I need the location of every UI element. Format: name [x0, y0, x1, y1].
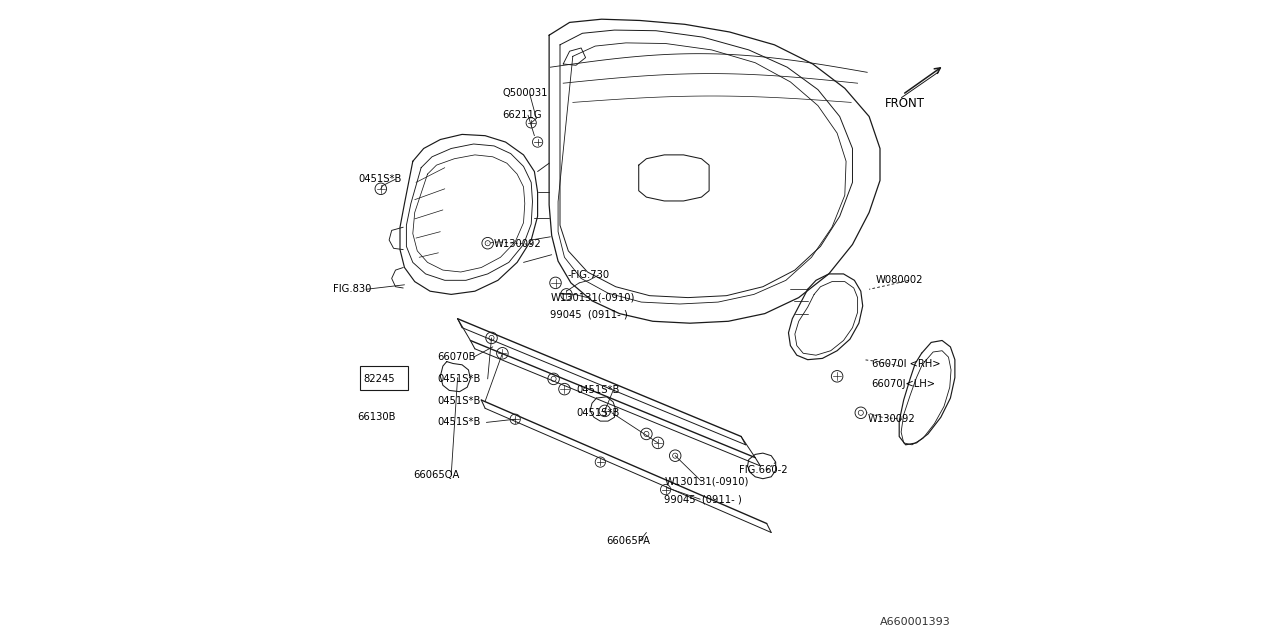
Text: 0451S*B: 0451S*B — [438, 417, 480, 428]
Text: 66065PA: 66065PA — [607, 536, 650, 546]
Text: W130092: W130092 — [868, 414, 915, 424]
Text: 99045  (0911- ): 99045 (0911- ) — [664, 494, 742, 504]
Text: A660001393: A660001393 — [879, 617, 950, 627]
Text: FIG.830: FIG.830 — [333, 284, 371, 294]
Text: 66211G: 66211G — [502, 110, 541, 120]
Text: 66130B: 66130B — [357, 412, 396, 422]
Text: FIG.660-2: FIG.660-2 — [740, 465, 787, 476]
Text: FRONT: FRONT — [884, 97, 924, 110]
Text: 82245: 82245 — [364, 374, 396, 384]
Text: 99045  (0911- ): 99045 (0911- ) — [550, 310, 628, 320]
Text: 66070J<LH>: 66070J<LH> — [872, 379, 936, 389]
Bar — [360, 366, 407, 390]
Text: 0451S*B: 0451S*B — [358, 174, 402, 184]
Text: Q500031: Q500031 — [502, 88, 548, 98]
Text: W130131(-0910): W130131(-0910) — [664, 476, 749, 486]
Text: 0451S*B: 0451S*B — [438, 374, 480, 384]
Text: 0451S*B: 0451S*B — [576, 385, 620, 396]
Text: W080002: W080002 — [876, 275, 923, 285]
Text: W130131(-0910): W130131(-0910) — [550, 292, 635, 303]
Text: 66070B: 66070B — [438, 352, 476, 362]
Text: W130092: W130092 — [494, 239, 541, 250]
Text: 0451S*B: 0451S*B — [438, 396, 480, 406]
Text: -FIG.730: -FIG.730 — [568, 270, 609, 280]
Text: 0451S*B: 0451S*B — [576, 408, 620, 418]
Text: 66065QA: 66065QA — [412, 470, 460, 480]
Text: 66070I <RH>: 66070I <RH> — [872, 358, 941, 369]
